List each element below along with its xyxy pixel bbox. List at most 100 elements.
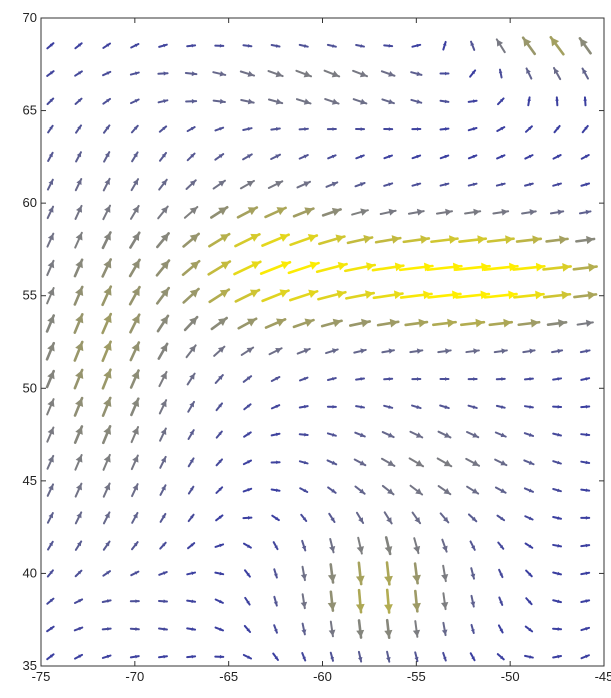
vector-arrow	[552, 488, 562, 493]
vector-arrow	[321, 207, 342, 217]
vector-arrow	[187, 457, 195, 468]
vector-arrow	[270, 44, 281, 48]
vector-arrow	[355, 405, 365, 409]
vector-arrow	[102, 453, 111, 471]
y-tick-label: 70	[23, 10, 37, 25]
vector-arrow	[242, 44, 253, 48]
vector-arrow	[357, 650, 363, 663]
vector-arrow	[185, 344, 197, 359]
vector-arrow	[348, 318, 372, 328]
vector-arrow	[439, 154, 450, 160]
vector-arrow	[411, 43, 422, 48]
vector-arrow	[234, 233, 261, 248]
vector-arrow	[295, 69, 313, 78]
y-axis: 35 40 45 50 55 60 65 70	[23, 10, 604, 673]
vector-arrow	[379, 208, 397, 216]
vector-arrow	[102, 540, 111, 551]
vector-arrow	[73, 258, 84, 278]
vector-arrow	[73, 396, 84, 417]
vector-arrow	[384, 536, 393, 556]
vector-arrow	[580, 571, 591, 576]
vector-arrow	[158, 654, 168, 659]
vector-arrow	[182, 287, 200, 304]
vector-arrow	[156, 314, 170, 333]
vector-arrow	[411, 511, 422, 525]
vector-arrow	[545, 235, 569, 245]
vector-arrow	[437, 430, 452, 439]
vector-arrow	[466, 485, 480, 495]
vector-arrow	[102, 570, 112, 577]
vector-arrow	[243, 403, 252, 411]
vector-arrow	[47, 124, 54, 134]
vector-arrow	[157, 342, 169, 360]
vector-arrow	[214, 374, 224, 384]
vector-arrow	[129, 71, 140, 76]
vector-arrow	[523, 432, 535, 437]
vector-arrow	[552, 154, 562, 160]
vector-arrow	[495, 377, 506, 381]
vector-arrow	[412, 562, 421, 585]
vector-arrow	[101, 285, 113, 307]
vector-arrow	[326, 459, 338, 466]
vector-arrow	[159, 512, 167, 523]
vector-arrow	[398, 262, 434, 272]
vector-arrow	[327, 154, 337, 160]
vector-arrow	[233, 260, 262, 276]
vector-arrow	[129, 627, 140, 631]
vector-arrow	[46, 653, 55, 661]
vector-arrow	[345, 290, 376, 300]
vector-arrow	[73, 598, 84, 604]
vector-arrow	[101, 368, 112, 390]
vector-arrow	[102, 124, 111, 134]
vector-arrow	[46, 42, 55, 50]
vector-arrow	[181, 259, 201, 276]
vector-arrow	[383, 127, 394, 131]
vector-arrow	[383, 43, 394, 48]
vector-arrow	[186, 654, 197, 659]
vector-arrow	[268, 347, 283, 356]
vector-arrow	[130, 124, 139, 134]
vector-arrow	[466, 430, 480, 439]
vector-arrow	[242, 542, 252, 549]
vector-arrow	[130, 454, 139, 471]
vector-arrow	[130, 178, 140, 192]
vector-arrow	[210, 316, 228, 331]
vector-arrow	[74, 482, 83, 498]
vector-arrow	[129, 341, 141, 362]
vector-arrow	[573, 290, 598, 300]
vector-arrow	[101, 258, 113, 278]
vector-arrow	[552, 404, 563, 409]
vector-arrow	[495, 38, 506, 54]
vector-arrow	[552, 377, 563, 381]
vector-arrow	[412, 589, 421, 613]
vector-arrow	[521, 36, 537, 56]
vector-arrow	[46, 483, 55, 497]
vector-arrow	[460, 318, 486, 328]
vector-arrow	[298, 404, 309, 409]
vector-arrow	[497, 541, 505, 550]
vector-arrow	[103, 151, 111, 163]
vector-arrow	[384, 588, 393, 614]
vector-arrow	[45, 369, 55, 389]
vector-arrow	[295, 98, 312, 105]
vector-arrow	[74, 97, 83, 105]
vector-arrow	[157, 205, 169, 220]
vector-arrow	[495, 404, 506, 409]
vector-arrow	[356, 536, 364, 555]
vector-arrow	[101, 312, 113, 335]
vector-arrow	[101, 599, 112, 603]
vector-arrow	[435, 208, 454, 216]
vector-arrow	[242, 127, 253, 131]
vector-arrow	[298, 376, 309, 382]
vector-arrow	[239, 179, 255, 190]
vector-arrow	[288, 289, 319, 302]
x-tick-label: -60	[313, 669, 332, 684]
vector-arrow	[129, 98, 140, 105]
vector-arrow	[494, 486, 507, 494]
vector-arrow	[380, 457, 396, 467]
vector-arrow	[267, 70, 284, 78]
vector-arrow	[73, 368, 84, 390]
vector-arrow	[75, 124, 83, 134]
vector-arrow	[580, 404, 591, 409]
vector-arrow	[356, 619, 365, 639]
